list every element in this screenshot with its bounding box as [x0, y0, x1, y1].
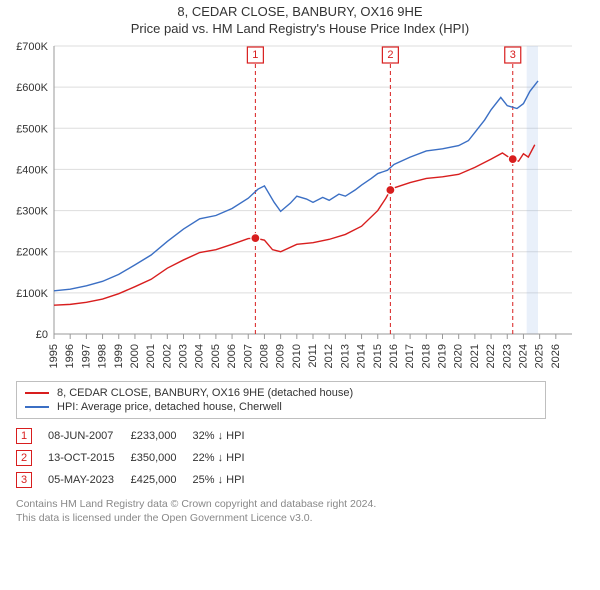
title-address: 8, CEDAR CLOSE, BANBURY, OX16 9HE	[0, 4, 600, 19]
sale-marker-box: 2	[16, 450, 32, 466]
sale-price: £425,000	[131, 469, 193, 491]
svg-text:1997: 1997	[80, 344, 92, 368]
svg-text:2000: 2000	[129, 344, 141, 368]
sale-date: 05-MAY-2023	[48, 469, 131, 491]
svg-text:2007: 2007	[242, 344, 254, 368]
svg-text:£700K: £700K	[16, 41, 48, 53]
svg-text:£300K: £300K	[16, 206, 48, 218]
svg-text:2006: 2006	[226, 344, 238, 368]
series-property	[54, 145, 535, 305]
svg-text:2026: 2026	[550, 344, 562, 368]
svg-text:2010: 2010	[291, 344, 303, 368]
svg-text:2012: 2012	[323, 344, 335, 368]
svg-text:1999: 1999	[113, 344, 125, 368]
svg-text:2023: 2023	[501, 344, 513, 368]
svg-text:1996: 1996	[64, 344, 76, 368]
svg-text:1: 1	[252, 49, 258, 61]
sale-delta: 22% ↓ HPI	[193, 447, 261, 469]
svg-text:1998: 1998	[97, 344, 109, 368]
attribution: Contains HM Land Registry data © Crown c…	[16, 497, 600, 525]
svg-text:2022: 2022	[485, 344, 497, 368]
legend-label: 8, CEDAR CLOSE, BANBURY, OX16 9HE (detac…	[57, 387, 353, 399]
figure-container: 8, CEDAR CLOSE, BANBURY, OX16 9HE Price …	[0, 0, 600, 590]
legend-row: HPI: Average price, detached house, Cher…	[25, 400, 537, 414]
titles-block: 8, CEDAR CLOSE, BANBURY, OX16 9HE Price …	[0, 0, 600, 36]
table-row: 3 05-MAY-2023£425,00025% ↓ HPI	[16, 469, 261, 491]
svg-text:2003: 2003	[178, 344, 190, 368]
svg-text:2014: 2014	[356, 344, 368, 368]
svg-text:2017: 2017	[404, 344, 416, 368]
sale-price: £350,000	[131, 447, 193, 469]
svg-text:2018: 2018	[420, 344, 432, 368]
svg-text:2005: 2005	[210, 344, 222, 368]
svg-text:2020: 2020	[453, 344, 465, 368]
svg-text:2024: 2024	[517, 344, 529, 368]
svg-text:2004: 2004	[194, 344, 206, 368]
svg-text:1995: 1995	[48, 344, 60, 368]
svg-text:2021: 2021	[469, 344, 481, 368]
title-subtitle: Price paid vs. HM Land Registry's House …	[0, 21, 600, 36]
svg-text:£0: £0	[36, 329, 48, 341]
attribution-line-2: This data is licensed under the Open Gov…	[16, 511, 600, 525]
sale-delta: 32% ↓ HPI	[193, 425, 261, 447]
svg-text:2015: 2015	[372, 344, 384, 368]
sale-marker-box: 1	[16, 428, 32, 444]
line-chart: £0 £100K £200K £300K £400K £500K £600K £700K 199…	[0, 36, 580, 381]
svg-text:3: 3	[510, 49, 516, 61]
svg-text:£100K: £100K	[16, 288, 48, 300]
svg-text:2019: 2019	[437, 344, 449, 368]
svg-text:2001: 2001	[145, 344, 157, 368]
svg-text:2025: 2025	[534, 344, 546, 368]
table-row: 1 08-JUN-2007£233,00032% ↓ HPI	[16, 425, 261, 447]
sale-date: 13-OCT-2015	[48, 447, 131, 469]
series-hpi	[54, 81, 538, 291]
legend-row: 8, CEDAR CLOSE, BANBURY, OX16 9HE (detac…	[25, 386, 537, 400]
legend-label: HPI: Average price, detached house, Cher…	[57, 401, 282, 413]
legend-swatch	[25, 392, 49, 394]
legend-swatch	[25, 406, 49, 408]
svg-text:£400K: £400K	[16, 164, 48, 176]
sale-marker-box: 3	[16, 472, 32, 488]
svg-text:2016: 2016	[388, 344, 400, 368]
svg-text:£200K: £200K	[16, 247, 48, 259]
svg-text:2009: 2009	[275, 344, 287, 368]
svg-text:£500K: £500K	[16, 123, 48, 135]
svg-text:2011: 2011	[307, 344, 319, 368]
svg-text:2: 2	[387, 49, 393, 61]
svg-text:2002: 2002	[161, 344, 173, 368]
sale-date: 08-JUN-2007	[48, 425, 131, 447]
sale-price: £233,000	[131, 425, 193, 447]
sales-table: 1 08-JUN-2007£233,00032% ↓ HPI 2 13-OCT-201…	[16, 425, 261, 491]
legend: 8, CEDAR CLOSE, BANBURY, OX16 9HE (detac…	[16, 381, 546, 419]
svg-text:£600K: £600K	[16, 82, 48, 94]
attribution-line-1: Contains HM Land Registry data © Crown c…	[16, 497, 600, 511]
chart-wrap: £0 £100K £200K £300K £400K £500K £600K £700K 199…	[0, 36, 600, 381]
svg-text:2013: 2013	[339, 344, 351, 368]
svg-text:2008: 2008	[258, 344, 270, 368]
table-row: 2 13-OCT-2015£350,00022% ↓ HPI	[16, 447, 261, 469]
sale-delta: 25% ↓ HPI	[193, 469, 261, 491]
